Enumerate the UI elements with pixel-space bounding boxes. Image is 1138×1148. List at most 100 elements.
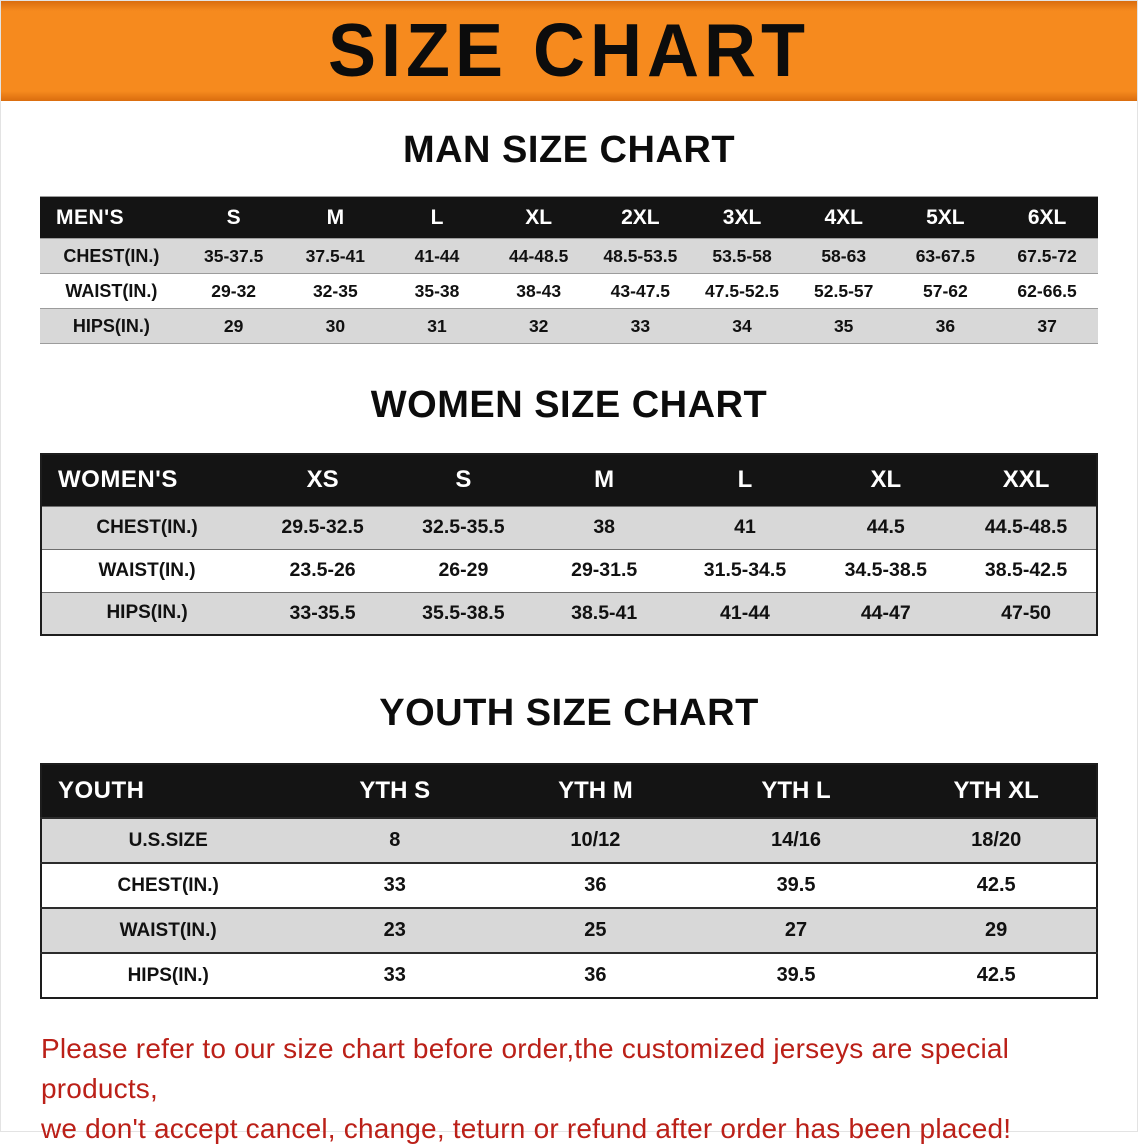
size-value-cell: 44-47 xyxy=(815,592,956,635)
size-column-header: M xyxy=(534,454,675,506)
size-chart-banner: SIZE CHART xyxy=(1,1,1137,101)
disclaimer-line-1: Please refer to our size chart before or… xyxy=(41,1029,1097,1109)
size-column-header: YTH L xyxy=(696,764,897,818)
size-column-header: YTH M xyxy=(495,764,696,818)
disclaimer-line-2: we don't accept cancel, change, teturn o… xyxy=(41,1109,1097,1148)
measure-row-label: HIPS(IN.) xyxy=(41,953,294,998)
size-value-cell: 35-37.5 xyxy=(183,239,285,274)
size-value-cell: 41-44 xyxy=(386,239,488,274)
size-value-cell: 41-44 xyxy=(675,592,816,635)
size-value-cell: 37.5-41 xyxy=(285,239,387,274)
measure-row-label: HIPS(IN.) xyxy=(41,592,252,635)
size-column-header: XL xyxy=(488,197,590,239)
youth-size-chart-title: YOUTH SIZE CHART xyxy=(1,692,1137,735)
size-value-cell: 62-66.5 xyxy=(996,274,1098,309)
size-column-header: 4XL xyxy=(793,197,895,239)
measure-row-label: WAIST(IN.) xyxy=(41,908,294,953)
size-value-cell: 33 xyxy=(294,953,495,998)
measure-row-label: WAIST(IN.) xyxy=(40,274,183,309)
size-value-cell: 27 xyxy=(696,908,897,953)
size-value-cell: 47-50 xyxy=(956,592,1097,635)
size-value-cell: 32.5-35.5 xyxy=(393,506,534,549)
size-column-header: YTH S xyxy=(294,764,495,818)
size-value-cell: 38.5-42.5 xyxy=(956,549,1097,592)
size-value-cell: 23 xyxy=(294,908,495,953)
disclaimer: Please refer to our size chart before or… xyxy=(41,1029,1097,1148)
size-column-header: 2XL xyxy=(590,197,692,239)
size-column-header: XS xyxy=(252,454,393,506)
size-value-cell: 32-35 xyxy=(285,274,387,309)
size-value-cell: 31 xyxy=(386,309,488,344)
size-column-header: M xyxy=(285,197,387,239)
size-value-cell: 44.5 xyxy=(815,506,956,549)
size-value-cell: 29.5-32.5 xyxy=(252,506,393,549)
size-value-cell: 8 xyxy=(294,818,495,863)
size-value-cell: 26-29 xyxy=(393,549,534,592)
size-value-cell: 67.5-72 xyxy=(996,239,1098,274)
size-value-cell: 41 xyxy=(675,506,816,549)
size-value-cell: 39.5 xyxy=(696,953,897,998)
measure-row-label: WAIST(IN.) xyxy=(41,549,252,592)
size-value-cell: 29 xyxy=(896,908,1097,953)
size-value-cell: 33 xyxy=(590,309,692,344)
women-size-chart-title: WOMEN SIZE CHART xyxy=(1,384,1137,427)
size-value-cell: 52.5-57 xyxy=(793,274,895,309)
size-value-cell: 42.5 xyxy=(896,953,1097,998)
size-value-cell: 36 xyxy=(495,863,696,908)
size-value-cell: 35-38 xyxy=(386,274,488,309)
size-value-cell: 43-47.5 xyxy=(590,274,692,309)
size-value-cell: 23.5-26 xyxy=(252,549,393,592)
measure-row-label: U.S.SIZE xyxy=(41,818,294,863)
size-column-header: XL xyxy=(815,454,956,506)
size-column-header: YTH XL xyxy=(896,764,1097,818)
size-value-cell: 37 xyxy=(996,309,1098,344)
size-value-cell: 31.5-34.5 xyxy=(675,549,816,592)
size-value-cell: 29-31.5 xyxy=(534,549,675,592)
measure-row-label: CHEST(IN.) xyxy=(41,863,294,908)
size-column-header: XXL xyxy=(956,454,1097,506)
size-value-cell: 53.5-58 xyxy=(691,239,793,274)
size-value-cell: 36 xyxy=(895,309,997,344)
size-value-cell: 35 xyxy=(793,309,895,344)
size-value-cell: 38 xyxy=(534,506,675,549)
size-value-cell: 36 xyxy=(495,953,696,998)
size-value-cell: 29-32 xyxy=(183,274,285,309)
size-value-cell: 48.5-53.5 xyxy=(590,239,692,274)
size-value-cell: 25 xyxy=(495,908,696,953)
size-value-cell: 47.5-52.5 xyxy=(691,274,793,309)
size-value-cell: 63-67.5 xyxy=(895,239,997,274)
size-value-cell: 10/12 xyxy=(495,818,696,863)
size-value-cell: 34 xyxy=(691,309,793,344)
size-value-cell: 29 xyxy=(183,309,285,344)
size-column-header: L xyxy=(675,454,816,506)
size-column-header: S xyxy=(183,197,285,239)
men-table-label: MEN'S xyxy=(40,197,183,239)
size-value-cell: 39.5 xyxy=(696,863,897,908)
size-value-cell: 33 xyxy=(294,863,495,908)
size-value-cell: 18/20 xyxy=(896,818,1097,863)
page-title: SIZE CHART xyxy=(328,8,810,93)
size-column-header: L xyxy=(386,197,488,239)
size-value-cell: 38-43 xyxy=(488,274,590,309)
size-value-cell: 30 xyxy=(285,309,387,344)
measure-row-label: CHEST(IN.) xyxy=(41,506,252,549)
